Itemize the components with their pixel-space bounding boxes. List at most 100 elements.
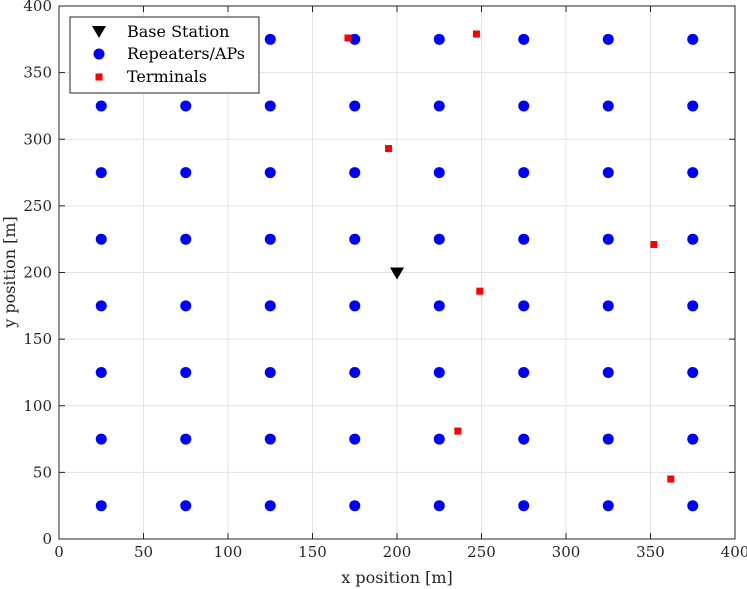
repeater-point — [433, 100, 445, 112]
repeater-point — [264, 433, 276, 445]
series-repeaters-aps — [95, 33, 699, 512]
repeater-point — [518, 100, 530, 112]
repeater-point — [518, 33, 530, 45]
repeater-point — [95, 100, 107, 112]
repeater-point — [518, 500, 530, 512]
repeater-point — [180, 233, 192, 245]
legend: Base Station Repeaters/APs Terminals — [69, 16, 260, 94]
repeater-point — [264, 167, 276, 179]
repeater-point — [687, 500, 699, 512]
y-tick-label: 100 — [23, 397, 52, 415]
repeater-point — [518, 433, 530, 445]
repeater-point — [433, 433, 445, 445]
x-tick-label: 350 — [636, 543, 665, 561]
repeater-point — [602, 167, 614, 179]
repeater-point — [602, 100, 614, 112]
repeater-point — [180, 167, 192, 179]
y-tick-label: 300 — [23, 130, 52, 148]
repeater-point — [180, 100, 192, 112]
repeater-point — [433, 366, 445, 378]
legend-label-terminals: Terminals — [127, 67, 207, 86]
grid-lines — [58, 5, 736, 540]
repeater-point — [264, 233, 276, 245]
repeater-point — [180, 433, 192, 445]
repeater-point — [264, 33, 276, 45]
repeater-point — [264, 366, 276, 378]
x-tick-label: 150 — [298, 543, 327, 561]
repeater-point — [687, 300, 699, 312]
y-tick-label: 150 — [23, 330, 52, 348]
repeater-point — [95, 300, 107, 312]
repeater-point — [95, 433, 107, 445]
repeater-point — [687, 366, 699, 378]
terminal-point — [667, 475, 675, 483]
repeater-point — [518, 167, 530, 179]
y-tick-label: 0 — [42, 530, 52, 548]
x-tick-label: 50 — [134, 543, 153, 561]
terminal-point — [344, 34, 352, 42]
repeater-point — [433, 33, 445, 45]
repeater-point — [518, 366, 530, 378]
legend-marker-base-station — [92, 26, 106, 38]
terminal-point — [650, 241, 658, 249]
repeater-point — [349, 433, 361, 445]
repeater-point — [349, 167, 361, 179]
repeater-point — [602, 500, 614, 512]
repeater-point — [349, 33, 361, 45]
base-station-point — [390, 267, 404, 280]
x-tick-label: 400 — [721, 543, 747, 561]
y-tick-label: 350 — [23, 64, 52, 82]
terminal-point — [454, 427, 462, 435]
y-tick-labels: 0 50 100 150 200 250 300 350 400 — [23, 0, 52, 548]
repeater-point — [433, 500, 445, 512]
y-tick-label: 200 — [23, 264, 52, 282]
legend-marker-repeaters — [93, 48, 105, 60]
repeater-point — [95, 500, 107, 512]
plot-frame — [58, 5, 736, 540]
data-points — [95, 30, 699, 512]
repeater-point — [433, 233, 445, 245]
repeater-point — [349, 500, 361, 512]
y-tick-label: 50 — [33, 463, 52, 481]
repeater-point — [349, 366, 361, 378]
repeater-point — [264, 100, 276, 112]
repeater-point — [264, 300, 276, 312]
series-base-station — [390, 267, 404, 280]
repeater-point — [95, 366, 107, 378]
terminal-point — [476, 287, 484, 295]
repeater-point — [687, 433, 699, 445]
x-tick-label: 200 — [383, 543, 412, 561]
repeater-point — [518, 233, 530, 245]
terminal-point — [472, 30, 480, 38]
repeater-point — [687, 167, 699, 179]
repeater-point — [602, 433, 614, 445]
repeater-point — [349, 233, 361, 245]
repeater-point — [433, 167, 445, 179]
repeater-point — [602, 300, 614, 312]
repeater-point — [602, 366, 614, 378]
y-axis-label: y position [m] — [0, 216, 19, 329]
repeater-point — [433, 300, 445, 312]
repeater-point — [687, 233, 699, 245]
repeater-point — [180, 366, 192, 378]
repeater-point — [180, 300, 192, 312]
repeater-point — [602, 233, 614, 245]
repeater-point — [180, 500, 192, 512]
repeater-point — [518, 300, 530, 312]
y-tick-label: 250 — [23, 197, 52, 215]
legend-label-base-station: Base Station — [127, 22, 229, 41]
series-terminals — [344, 30, 675, 483]
repeater-point — [602, 33, 614, 45]
x-axis-label: x position [m] — [341, 568, 453, 587]
repeater-point — [95, 167, 107, 179]
x-tick-label: 100 — [214, 543, 243, 561]
repeater-point — [687, 100, 699, 112]
repeater-point — [95, 233, 107, 245]
repeater-point — [687, 33, 699, 45]
x-tick-labels: 0 50 100 150 200 250 300 350 400 — [54, 543, 747, 561]
legend-marker-terminals — [95, 73, 103, 81]
repeater-point — [264, 500, 276, 512]
x-tick-label: 0 — [54, 543, 64, 561]
legend-label-repeaters: Repeaters/APs — [127, 44, 245, 63]
